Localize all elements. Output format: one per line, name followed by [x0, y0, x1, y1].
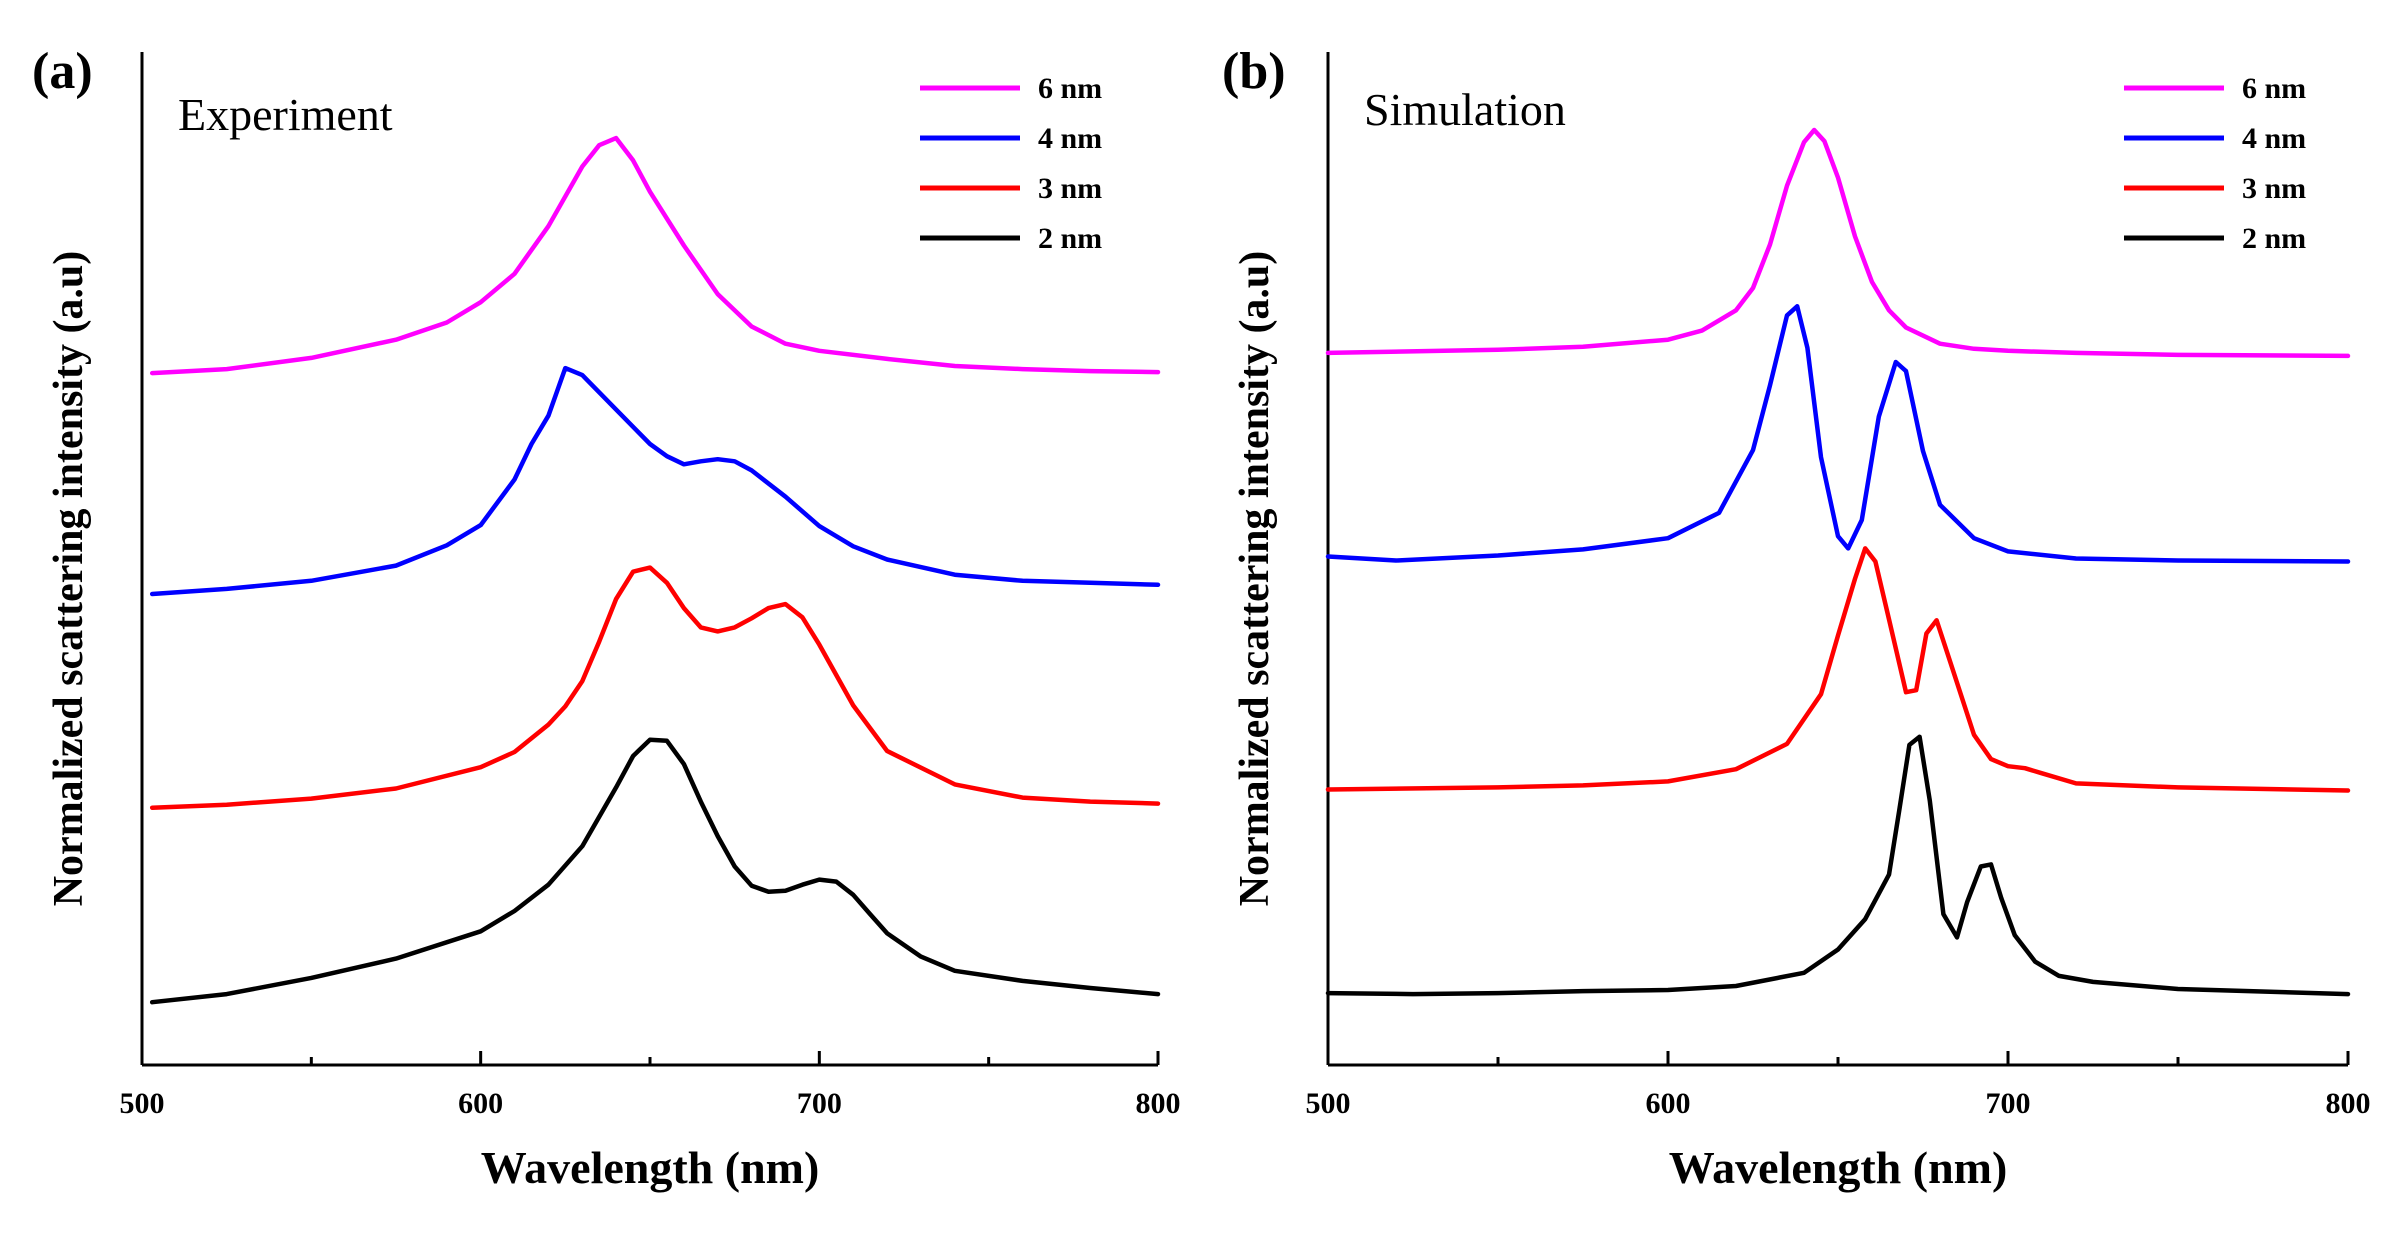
legend-label: 2 nm: [1038, 222, 1102, 255]
legend-label: 4 nm: [1038, 122, 1102, 155]
x-tick-label: 600: [458, 1087, 503, 1120]
x-tick-label: 700: [1986, 1087, 2031, 1120]
series-line-6-nm: [1325, 127, 2351, 359]
series-line-4-nm: [149, 365, 1161, 597]
x-tick-label: 800: [1136, 1087, 1181, 1120]
panel-label: (a): [32, 43, 93, 100]
panel-label: (b): [1222, 43, 1286, 100]
legend-label: 4 nm: [2242, 122, 2306, 155]
x-tick-label: 700: [797, 1087, 842, 1120]
chart-panel-1: 500 600 700 800 (b) Simulation Wavelength (nm)…: [1222, 43, 2371, 1193]
chart-panel-0: 500 600 700 800 (a) Experiment Wavelength (nm)…: [32, 43, 1181, 1193]
series-line-2-nm: [1325, 734, 2351, 997]
legend-label: 6 nm: [1038, 72, 1102, 105]
legend-label: 6 nm: [2242, 72, 2306, 105]
x-axis-label: Wavelength (nm): [481, 1142, 820, 1193]
legend-label: 2 nm: [2242, 222, 2306, 255]
x-tick-label: 800: [2326, 1087, 2371, 1120]
chart-title: Experiment: [178, 89, 393, 140]
series-line-3-nm: [1325, 546, 2351, 793]
y-axis-label: Normalized scattering intensity (a.u): [1232, 251, 1278, 907]
x-tick-label: 500: [120, 1087, 165, 1120]
x-axis-label: Wavelength (nm): [1669, 1142, 2008, 1193]
series-line-4-nm: [1325, 304, 2351, 564]
series-line-2-nm: [149, 737, 1161, 1005]
x-tick-label: 500: [1306, 1087, 1351, 1120]
y-axis-label: Normalized scattering intensity (a.u): [46, 251, 92, 907]
series-line-3-nm: [149, 565, 1161, 810]
chart-title: Simulation: [1364, 84, 1566, 135]
x-tick-label: 600: [1646, 1087, 1691, 1120]
legend-label: 3 nm: [1038, 172, 1102, 205]
series-line-6-nm: [149, 135, 1161, 376]
legend-label: 3 nm: [2242, 172, 2306, 205]
